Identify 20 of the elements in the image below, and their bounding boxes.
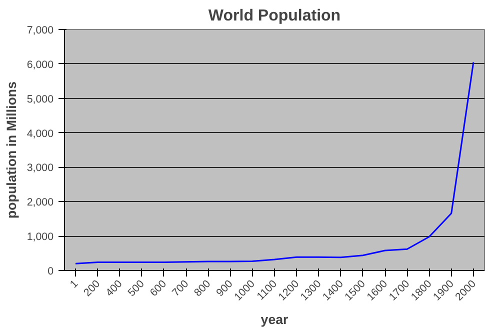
y-tick-label: 4,000 [26, 128, 54, 140]
x-tick-label: 900 [214, 278, 236, 300]
y-tick-label: 2,000 [26, 196, 54, 209]
x-axis-title: year [260, 312, 288, 327]
y-tick-label: 0 [48, 266, 54, 278]
x-tick-label: 700 [170, 278, 192, 300]
x-tick-label: 800 [192, 278, 214, 300]
x-tick-label: 500 [126, 278, 147, 300]
y-tick-label: 7,000 [26, 24, 54, 36]
y-tick-label: 3,000 [26, 162, 54, 174]
line-series [74, 61, 474, 264]
y-tick-label: 6,000 [26, 58, 54, 71]
x-tick-label: 400 [104, 278, 125, 300]
y-tick-label: 1,000 [26, 231, 54, 244]
y-tick-label: 5,000 [26, 93, 54, 106]
chart-title: World Population [208, 8, 341, 24]
x-tick-label: 200 [82, 278, 103, 300]
y-axis-title: population in Millions [4, 82, 19, 218]
x-tick-label: 1 [68, 278, 81, 291]
x-tick-label: 600 [148, 278, 169, 300]
